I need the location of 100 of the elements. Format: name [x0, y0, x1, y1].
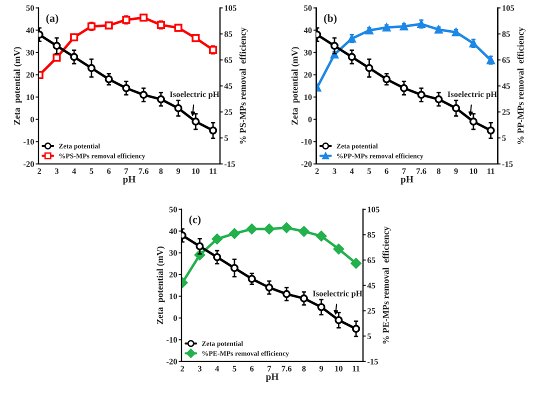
x-tick-label: 11 [210, 168, 217, 174]
point [70, 52, 78, 61]
annotation: Isoelectric pH [170, 91, 220, 99]
point [300, 294, 308, 302]
y-tick-label: -10 [166, 337, 178, 343]
y-tick-label: -20 [166, 358, 178, 364]
point [212, 234, 222, 244]
y2-axis-title: % PS-MPs removal efficiency [239, 27, 248, 144]
y2-tick-label: 25 [224, 109, 232, 115]
point [469, 118, 478, 126]
y2-tick-label: 65 [224, 57, 232, 63]
y-tick-label: -10 [24, 138, 34, 145]
y-tick-label: 50 [26, 5, 34, 11]
x-tick-label: 5 [232, 366, 236, 372]
point [382, 75, 391, 84]
point [192, 118, 200, 126]
y2-tick-label: 85 [502, 31, 510, 37]
y-tick-label: 50 [304, 5, 312, 11]
y2-tick-label: -15 [367, 358, 378, 364]
x-tick-label: 9 [454, 168, 458, 174]
point [486, 126, 495, 135]
point [246, 224, 258, 234]
point [174, 104, 182, 112]
x-tick-label: 4 [72, 168, 76, 174]
point [316, 230, 327, 242]
x-tick-label: 6 [107, 168, 111, 174]
point [400, 84, 408, 92]
y2-tick-label: 25 [368, 308, 376, 314]
x-tick-label: 3 [54, 168, 59, 174]
point [196, 242, 204, 250]
x-tick-label: 10 [335, 366, 343, 372]
y2-tick-label: 45 [367, 282, 376, 288]
x-tick-label: 3 [198, 366, 202, 372]
y-tick-label: 50 [169, 206, 178, 212]
y-axis-title: Zeta potential (mV) [14, 47, 22, 125]
y-axis-title: Zeta potential (mV) [291, 47, 300, 125]
x-tick-label: 7 [402, 168, 406, 174]
x-tick-label: 2 [180, 366, 184, 372]
x-tick-label: 10 [470, 168, 478, 174]
point [70, 33, 78, 42]
annotation: Isoelectric pH [448, 91, 497, 99]
y-tick-label: -20 [24, 161, 34, 167]
y2-tick-label: 105 [224, 5, 236, 11]
y-tick-label: 10 [304, 94, 312, 100]
point [209, 126, 218, 135]
x-tick-label: 7.6 [138, 168, 149, 174]
point [434, 95, 443, 104]
x-tick-label: 8 [436, 168, 441, 174]
point [330, 42, 339, 50]
y2-tick-label: 5 [368, 334, 372, 340]
point [452, 104, 460, 112]
y2-tick-label: -15 [224, 161, 235, 167]
point [317, 303, 326, 312]
point [281, 222, 292, 234]
x-tick-label: 7.6 [282, 366, 292, 372]
x-axis-title: pH [400, 176, 414, 184]
point [248, 274, 256, 283]
y2-tick-label: 65 [502, 57, 510, 63]
point [229, 228, 240, 239]
point [213, 253, 222, 262]
y2-tick-label: 5 [502, 135, 506, 141]
x-tick-label: 6 [384, 168, 388, 174]
y2-tick-label: 85 [367, 232, 376, 238]
y-tick-label: -10 [301, 138, 312, 145]
y2-tick-label: -15 [502, 161, 513, 167]
point [104, 75, 113, 84]
point [434, 26, 443, 34]
point [122, 84, 130, 92]
x-axis-title: pH [122, 176, 136, 184]
y2-tick-label: 45 [224, 83, 232, 89]
y2-tick-label: 45 [502, 83, 510, 89]
x-tick-label: 4 [350, 168, 354, 174]
point [52, 54, 61, 62]
point [333, 244, 344, 254]
point [230, 264, 239, 272]
x-tick-label: 2 [315, 168, 319, 174]
point [452, 28, 460, 36]
point [400, 22, 408, 30]
x-tick-label: 3 [332, 168, 336, 174]
y-tick-label: 0 [173, 315, 178, 321]
y2-axis-title: % PP-MPs removal efficiency [517, 27, 526, 144]
point [156, 95, 165, 104]
point [417, 90, 426, 99]
point [174, 24, 182, 32]
point [282, 290, 291, 298]
x-tick-label: 7 [268, 366, 272, 372]
x-tick-label: 8 [159, 168, 163, 174]
point [104, 21, 113, 30]
annotation: (c) [189, 215, 201, 226]
y-tick-label: 40 [26, 28, 34, 34]
point [52, 42, 61, 50]
point [140, 14, 148, 22]
x-tick-label: 9 [319, 366, 324, 372]
x-tick-label: 7 [124, 168, 128, 174]
x-tick-label: 5 [367, 168, 371, 174]
y-tick-label: 40 [304, 28, 312, 34]
y2-tick-label: 85 [224, 31, 232, 37]
y2-tick-label: 25 [502, 109, 510, 115]
x-tick-label: 2 [38, 168, 42, 174]
x-tick-label: 5 [90, 168, 94, 174]
